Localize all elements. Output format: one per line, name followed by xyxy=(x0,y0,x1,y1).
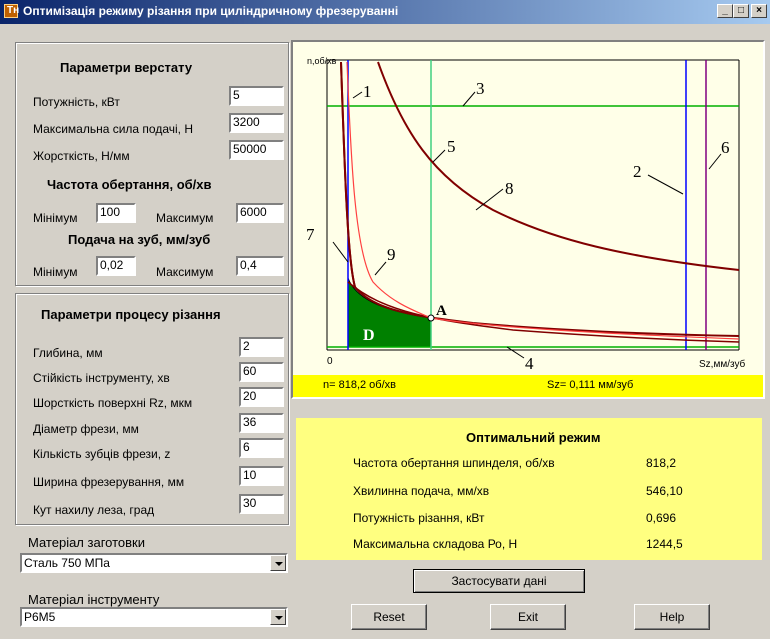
result-value-cutting-power: 0,696 xyxy=(646,511,677,525)
constraint-curve-7-upper xyxy=(340,61,356,288)
exit-button[interactable]: Exit xyxy=(490,604,566,630)
y-axis-label: n,об/хв xyxy=(307,56,337,66)
leader-8 xyxy=(475,188,504,211)
process-label-blade-angle: Кут нахилу леза, град xyxy=(33,503,155,517)
machine-params-header: Параметри верстату xyxy=(60,60,193,75)
x-axis-label: Sz,мм/зуб xyxy=(699,358,746,370)
feed-max-input[interactable]: 0,4 xyxy=(236,256,284,276)
leader-3 xyxy=(462,91,476,107)
stiffness-label: Жорсткість, Н/мм xyxy=(33,149,130,163)
reset-button[interactable]: Reset xyxy=(351,604,427,630)
process-input-cutter-diameter[interactable]: 36 xyxy=(239,413,284,433)
feed-header: Подача на зуб, мм/зуб xyxy=(68,232,211,247)
result-value-max-component: 1244,5 xyxy=(646,537,683,551)
title-bar[interactable]: Тн Оптимізація режиму різання при цилінд… xyxy=(0,0,770,24)
speed-header: Частота обертання, об/хв xyxy=(47,177,212,192)
curve-number-7: 7 xyxy=(306,225,315,244)
chevron-down-icon[interactable] xyxy=(270,609,286,625)
curve-number-4: 4 xyxy=(525,354,534,373)
app-icon[interactable]: Тн xyxy=(4,4,20,18)
process-input-milling-width[interactable]: 10 xyxy=(239,466,284,486)
machine-params-group xyxy=(15,42,289,286)
process-label-cutter-diameter: Діаметр фрези, мм xyxy=(33,422,139,436)
workpiece-material-value: Сталь 750 МПа xyxy=(24,556,110,570)
process-params-header: Параметри процесу різання xyxy=(41,307,221,322)
process-label-depth: Глибина, мм xyxy=(33,346,103,360)
curve-number-8: 8 xyxy=(505,179,514,198)
result-value-minute-feed: 546,10 xyxy=(646,484,683,498)
help-button[interactable]: Help xyxy=(634,604,710,630)
maximize-button[interactable]: □ xyxy=(733,4,749,18)
chevron-down-icon[interactable] xyxy=(270,555,286,571)
result-label-spindle-speed: Частота обертання шпинделя, об/хв xyxy=(353,456,555,470)
result-label-minute-feed: Хвилинна подача, мм/хв xyxy=(353,484,490,498)
optimal-mode-header: Оптимальний режим xyxy=(466,430,601,445)
stiffness-input[interactable]: 50000 xyxy=(229,140,284,160)
status-n-value: n= 818,2 об/хв xyxy=(323,379,396,391)
point-a-label: A xyxy=(436,303,447,319)
curve-number-3: 3 xyxy=(476,79,485,98)
window-title: Оптимізація режиму різання при циліндрич… xyxy=(23,4,399,18)
leader-5 xyxy=(432,149,446,163)
constraint-curve-lower xyxy=(347,281,740,343)
process-input-blade-angle[interactable]: 30 xyxy=(239,494,284,514)
constraint-curve-7 xyxy=(340,61,740,337)
leader-6 xyxy=(708,153,722,170)
process-input-tool-life[interactable]: 60 xyxy=(239,362,284,382)
workpiece-material-select[interactable]: Сталь 750 МПа xyxy=(20,553,288,573)
max-feed-force-label: Максимальна сила подачі, Н xyxy=(33,122,193,136)
curve-number-2: 2 xyxy=(633,162,642,181)
process-label-milling-width: Ширина фрезерування, мм xyxy=(33,475,185,489)
optimal-point-a[interactable] xyxy=(427,314,435,322)
status-sz-value: Sz= 0,111 мм/зуб xyxy=(547,379,634,391)
apply-data-button[interactable]: Застосувати дані xyxy=(413,569,585,593)
process-params-group xyxy=(15,293,289,525)
curve-number-6: 6 xyxy=(721,138,730,157)
objective-curve-9 xyxy=(346,61,740,340)
leader-1 xyxy=(352,91,363,99)
leader-7 xyxy=(332,241,349,263)
plot-status-bar: n= 818,2 об/хв Sz= 0,111 мм/зуб xyxy=(293,375,763,397)
curve-number-5: 5 xyxy=(447,137,456,156)
curve-number-1: 1 xyxy=(363,82,372,101)
feed-min-label: Мінімум xyxy=(33,265,78,279)
power-label: Потужність, кВт xyxy=(33,95,120,109)
process-label-roughness: Шорсткість поверхні Rz, мкм xyxy=(33,396,193,410)
feed-min-input[interactable]: 0,02 xyxy=(96,256,136,276)
leader-2 xyxy=(647,174,684,195)
process-label-teeth-count: Кількість зубців фрези, z xyxy=(33,447,171,461)
leader-9 xyxy=(374,261,387,276)
minimize-button[interactable]: _ xyxy=(717,4,733,18)
speed-min-input[interactable]: 100 xyxy=(96,203,136,223)
optimization-plot[interactable]: n,об/хв Sz,мм/зуб 0 A D 1 2 3 4 5 6 7 8 … xyxy=(293,42,763,375)
speed-max-input[interactable]: 6000 xyxy=(236,203,284,223)
process-label-tool-life: Стійкість інструменту, хв xyxy=(33,371,170,385)
curve-number-9: 9 xyxy=(387,245,396,264)
power-input[interactable]: 5 xyxy=(229,86,284,106)
result-label-max-component: Максимальна складова Ро, Н xyxy=(353,537,518,551)
process-input-depth[interactable]: 2 xyxy=(239,337,284,357)
tool-material-select[interactable]: Р6М5 xyxy=(20,607,288,627)
origin-label: 0 xyxy=(327,356,333,367)
process-input-teeth-count[interactable]: 6 xyxy=(239,438,284,458)
feed-max-label: Максимум xyxy=(156,265,214,279)
result-value-spindle-speed: 818,2 xyxy=(646,456,677,470)
speed-min-label: Мінімум xyxy=(33,211,78,225)
leader-4 xyxy=(506,346,525,359)
app-icon-text: Тн xyxy=(7,5,20,16)
result-label-cutting-power: Потужність різання, кВт xyxy=(353,511,485,525)
constraint-curve-8 xyxy=(377,61,740,271)
workpiece-material-label: Матеріал заготовки xyxy=(28,535,145,550)
close-button[interactable]: × xyxy=(751,4,767,18)
optimal-mode-panel: Оптимальний режим Частота обертання шпин… xyxy=(296,418,762,560)
max-feed-force-input[interactable]: 3200 xyxy=(229,113,284,133)
tool-material-value: Р6М5 xyxy=(24,610,56,624)
speed-max-label: Максимум xyxy=(156,211,214,225)
tool-material-label: Матеріал інструменту xyxy=(28,592,160,607)
region-d-label: D xyxy=(363,327,375,344)
process-input-roughness[interactable]: 20 xyxy=(239,387,284,407)
